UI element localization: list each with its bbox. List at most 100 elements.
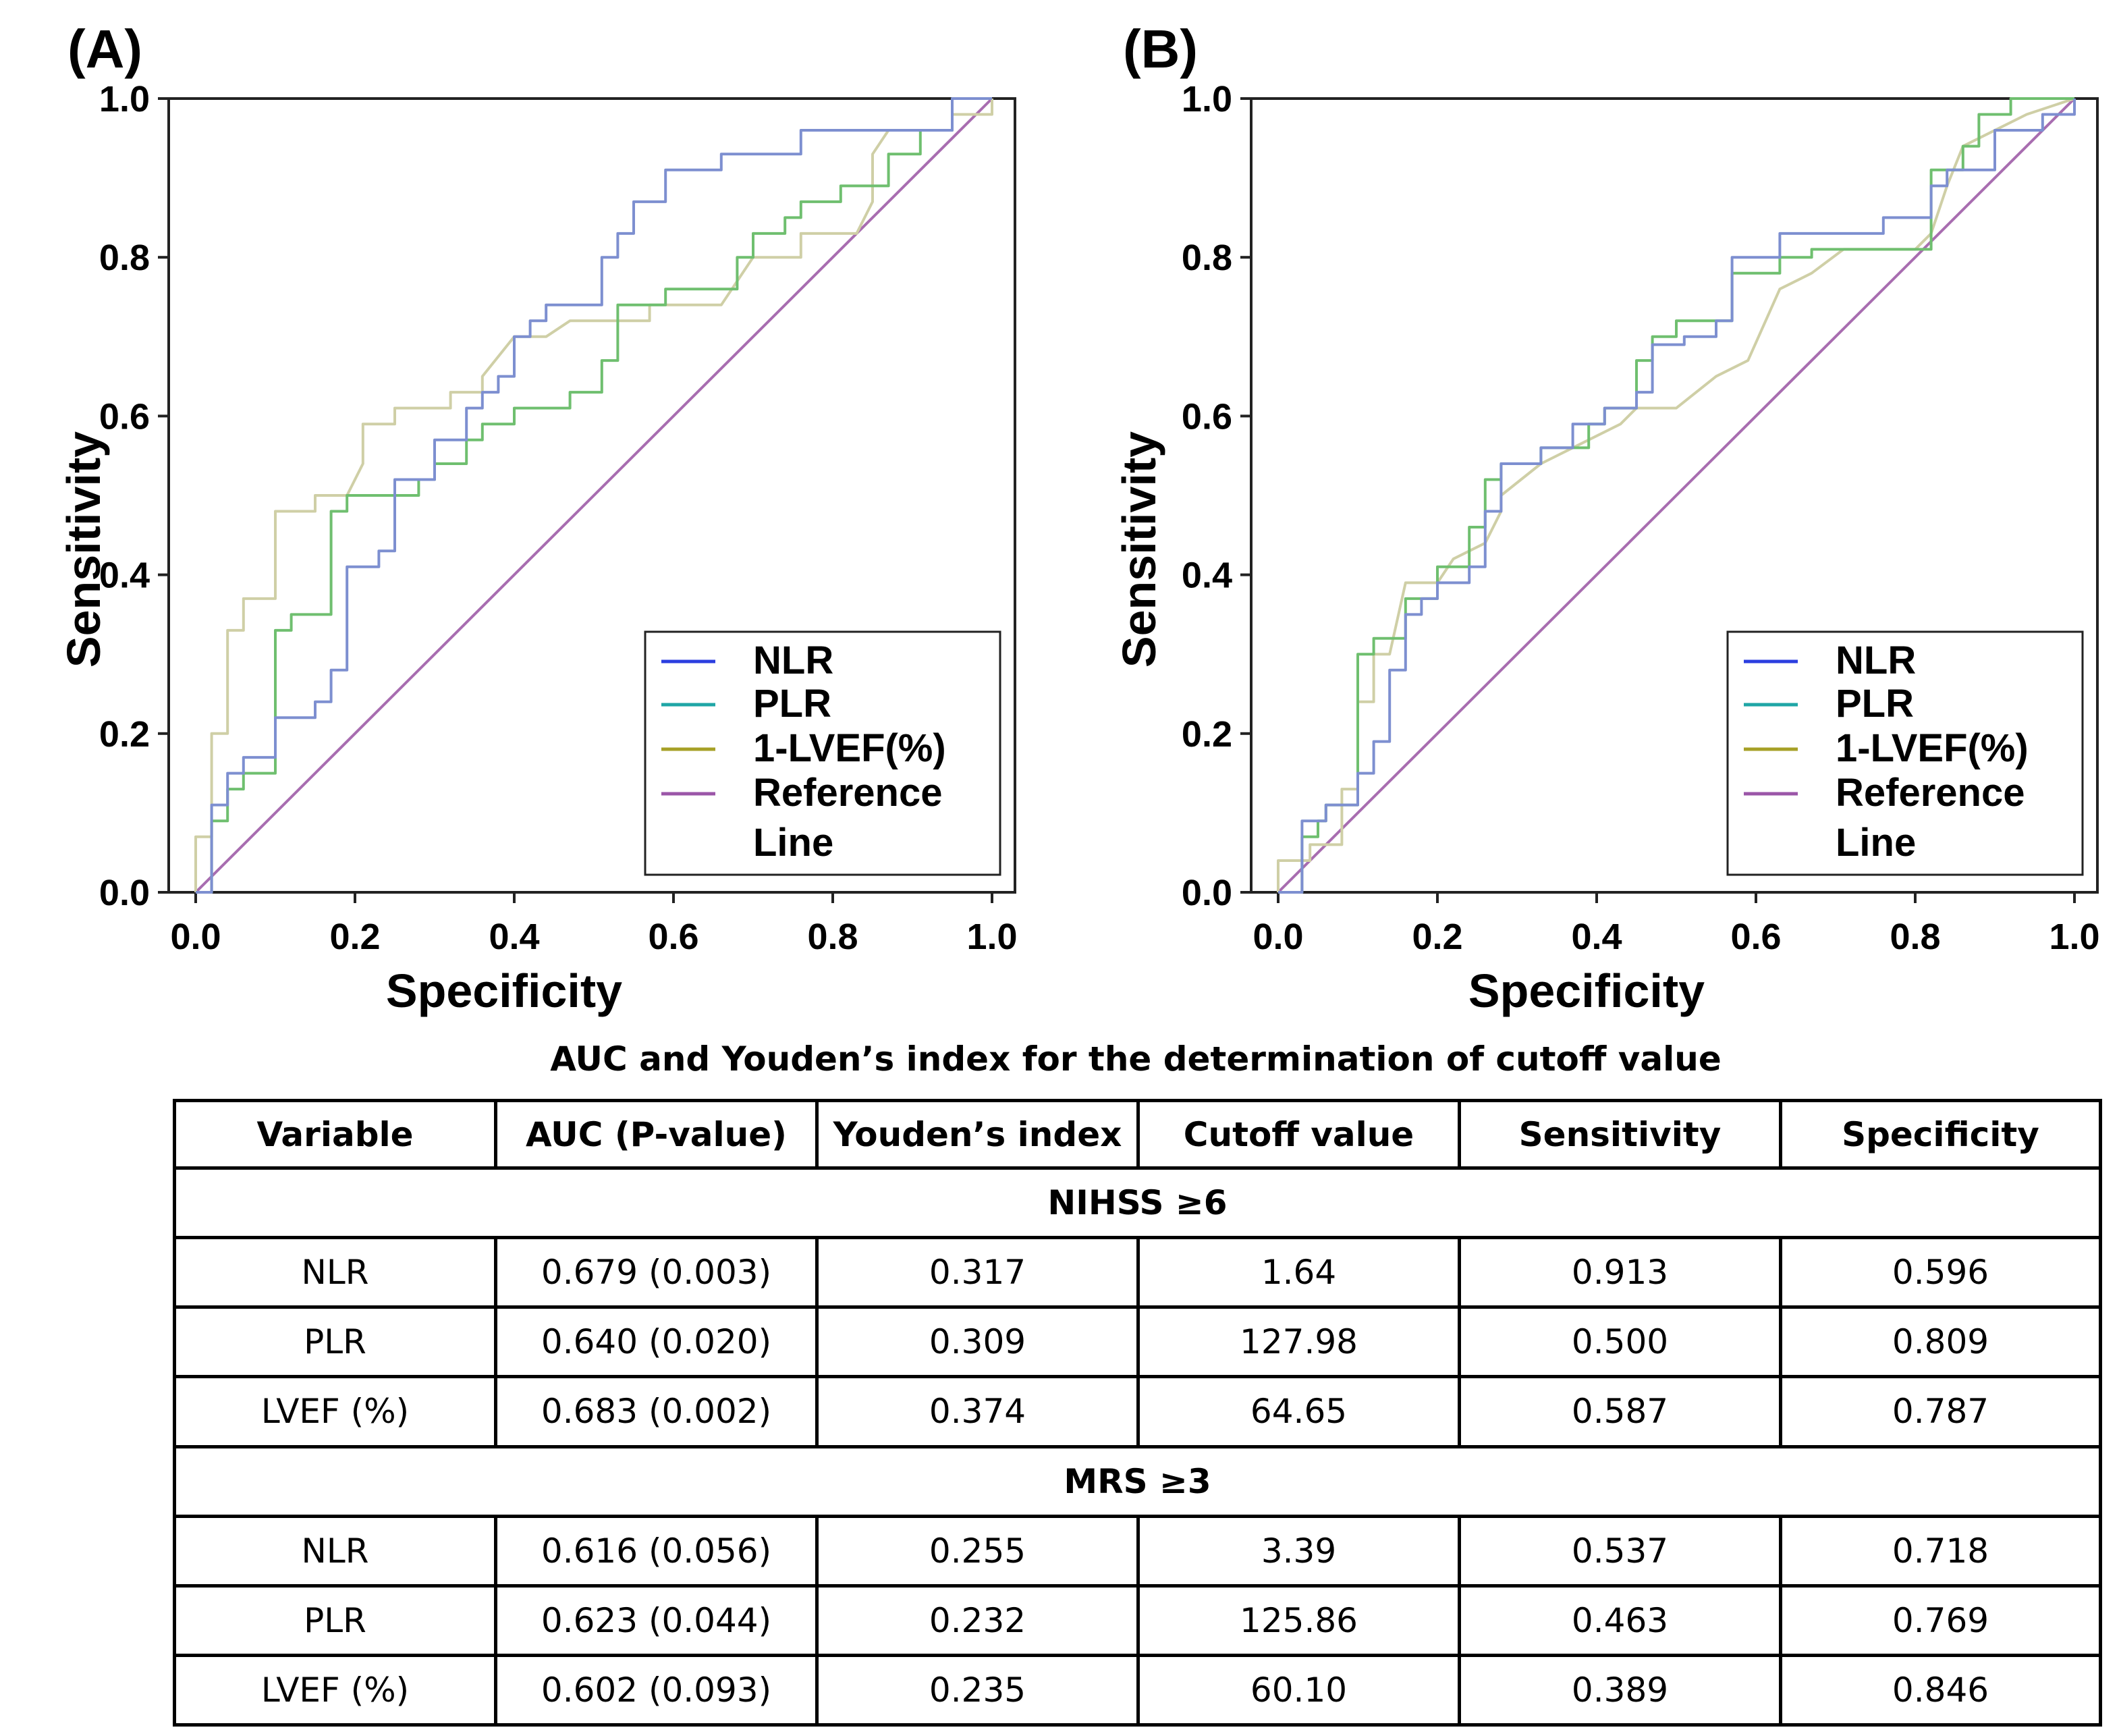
x-tick-label: 1.0	[966, 917, 1017, 957]
cell-variable: PLR	[173, 1583, 497, 1657]
cell-specificity: 0.718	[1779, 1514, 2102, 1588]
cell-youden: 0.374	[815, 1375, 1140, 1448]
legend-label: Reference	[753, 771, 942, 815]
plot-frame	[1250, 97, 2099, 894]
cell-specificity: 0.846	[1779, 1653, 2102, 1727]
auc-table: Variable AUC (P-value) Youden’s index Cu…	[173, 1099, 2102, 1727]
y-tick-label: 0.2	[1182, 714, 1232, 755]
cell-cutoff: 127.98	[1136, 1305, 1461, 1379]
legend-label: NLR	[1836, 639, 1916, 682]
cell-auc: 0.602 (0.093)	[494, 1653, 819, 1727]
roc-chart-b: (B) 0.0 0.2 0.4 0.6 0.8 1.0 0.0 0.2 0.4 0.6 0.8 1.0 S…	[1113, 19, 2100, 1017]
table-row: NLR 0.616 (0.056) 0.255 3.39 0.537 0.718	[173, 1514, 2102, 1588]
y-tick-label: 0.8	[99, 238, 150, 278]
cell-auc: 0.623 (0.044)	[494, 1583, 819, 1657]
y-tick-label: 0.2	[99, 714, 150, 755]
x-tick-label: 1.0	[2049, 917, 2099, 957]
header-auc: AUC (P-value)	[494, 1099, 819, 1170]
cell-sensitivity: 0.389	[1458, 1653, 1782, 1727]
cell-youden: 0.309	[815, 1305, 1140, 1379]
cell-youden: 0.232	[815, 1583, 1140, 1657]
series-line-nlr	[1278, 99, 2076, 894]
panel-label: (B)	[1123, 19, 1198, 79]
legend-box	[1726, 630, 2084, 876]
series-line-nlr	[196, 97, 992, 894]
series-line-plr	[196, 97, 992, 894]
header-sensitivity: Sensitivity	[1458, 1099, 1782, 1170]
cell-cutoff: 3.39	[1136, 1514, 1461, 1588]
section-row-mrs: MRS ≥3	[173, 1444, 2102, 1518]
y-axis-label: Sensitivity	[1113, 431, 1165, 668]
cell-variable: NLR	[173, 1514, 497, 1588]
legend-label: Line	[1836, 821, 1916, 865]
cell-youden: 0.317	[815, 1236, 1140, 1309]
x-tick-label: 0.4	[489, 917, 539, 957]
legend-label: 1-LVEF(%)	[1836, 726, 2029, 770]
section-label: MRS ≥3	[173, 1444, 2102, 1518]
section-label: NIHSS ≥6	[173, 1166, 2102, 1240]
cell-sensitivity: 0.463	[1458, 1583, 1782, 1657]
y-tick-label: 0.4	[99, 555, 150, 596]
cell-youden: 0.255	[815, 1514, 1140, 1588]
cell-variable: PLR	[173, 1305, 497, 1379]
x-tick-label: 0.0	[170, 917, 221, 957]
cell-auc: 0.616 (0.056)	[494, 1514, 819, 1588]
panel-label: (A)	[67, 19, 142, 79]
y-tick-label: 1.0	[99, 79, 150, 119]
y-tick-label: 0.8	[1182, 238, 1232, 278]
table-row: LVEF (%) 0.602 (0.093) 0.235 60.10 0.389…	[173, 1653, 2102, 1727]
cell-sensitivity: 0.913	[1458, 1236, 1782, 1309]
x-tick-label: 0.8	[1890, 917, 1940, 957]
series-line-1-lvef	[194, 99, 993, 892]
table-row: LVEF (%) 0.683 (0.002) 0.374 64.65 0.587…	[173, 1375, 2102, 1448]
x-tick-label: 0.0	[1253, 917, 1303, 957]
legend-label: Reference	[1836, 771, 2025, 815]
cell-auc: 0.683 (0.002)	[494, 1375, 819, 1448]
cell-youden: 0.235	[815, 1653, 1140, 1727]
legend-box	[644, 630, 1001, 876]
y-axis-label: Sensitivity	[57, 431, 110, 668]
cell-specificity: 0.769	[1779, 1583, 2102, 1657]
cell-specificity: 0.596	[1779, 1236, 2102, 1309]
cell-sensitivity: 0.587	[1458, 1375, 1782, 1448]
legend-label: PLR	[753, 682, 831, 726]
cell-variable: LVEF (%)	[173, 1653, 497, 1727]
cell-specificity: 0.809	[1779, 1305, 2102, 1379]
cell-sensitivity: 0.500	[1458, 1305, 1782, 1379]
cell-auc: 0.679 (0.003)	[494, 1236, 819, 1309]
legend-label: PLR	[1836, 682, 1914, 726]
x-tick-label: 0.2	[329, 917, 380, 957]
x-axis-label: Specificity	[386, 965, 622, 1017]
x-tick-label: 0.2	[1412, 917, 1462, 957]
header-specificity: Specificity	[1779, 1099, 2102, 1170]
header-cutoff: Cutoff value	[1136, 1099, 1461, 1170]
cell-sensitivity: 0.537	[1458, 1514, 1782, 1588]
table-header-row: Variable AUC (P-value) Youden’s index Cu…	[173, 1099, 2102, 1170]
y-tick-label: 0.6	[1182, 396, 1232, 437]
cell-cutoff: 64.65	[1136, 1375, 1461, 1448]
cell-auc: 0.640 (0.020)	[494, 1305, 819, 1379]
header-youden: Youden’s index	[815, 1099, 1140, 1170]
roc-plots: (A) 0.0 0.2 0.4 0.6 0.8 1.0 0.0 0.2 0.4 0.6 0.8 1.0 S…	[57, 19, 2100, 1017]
table-row: PLR 0.640 (0.020) 0.309 127.98 0.500 0.8…	[173, 1305, 2102, 1379]
roc-chart-a: (A) 0.0 0.2 0.4 0.6 0.8 1.0 0.0 0.2 0.4 0.6 0.8 1.0 S…	[57, 19, 1018, 1017]
y-tick-label: 0.6	[99, 396, 150, 437]
cell-cutoff: 125.86	[1136, 1583, 1461, 1657]
cell-variable: NLR	[173, 1236, 497, 1309]
table-row: NLR 0.679 (0.003) 0.317 1.64 0.913 0.596	[173, 1236, 2102, 1309]
x-tick-label: 0.6	[1730, 917, 1781, 957]
y-tick-label: 1.0	[1182, 79, 1232, 119]
y-tick-label: 0.0	[1182, 873, 1232, 913]
cell-cutoff: 1.64	[1136, 1236, 1461, 1309]
section-row-nihss: NIHSS ≥6	[173, 1166, 2102, 1240]
x-tick-label: 0.8	[807, 917, 858, 957]
plot-frame	[167, 97, 1016, 894]
legend-label: NLR	[753, 639, 833, 682]
legend-label: Line	[753, 821, 833, 865]
y-tick-label: 0.0	[99, 873, 150, 913]
cell-specificity: 0.787	[1779, 1375, 2102, 1448]
x-axis-label: Specificity	[1468, 965, 1705, 1017]
series-line-reference-line	[1277, 97, 2076, 894]
x-tick-label: 0.4	[1571, 917, 1622, 957]
legend-label: 1-LVEF(%)	[753, 726, 946, 770]
